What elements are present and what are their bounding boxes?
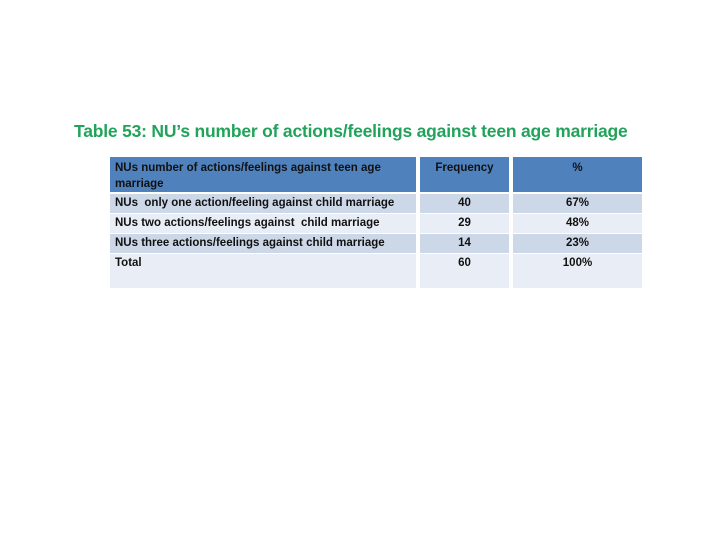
row-percent: 67% <box>513 194 642 213</box>
row-label: NUs only one action/feeling against chil… <box>110 194 416 213</box>
total-frequency: 60 <box>420 254 509 288</box>
row-frequency: 29 <box>420 214 509 233</box>
row-percent: 48% <box>513 214 642 233</box>
row-percent: 23% <box>513 234 642 253</box>
table-row: NUs two actions/feelings against child m… <box>110 214 642 233</box>
header-cell-category: NUs number of actions/feelings against t… <box>110 157 416 192</box>
header-cell-percent: % <box>513 157 642 192</box>
table-caption: Table 53: NU’s number of actions/feeling… <box>74 121 628 141</box>
frequency-table: NUs number of actions/feelings against t… <box>110 157 642 289</box>
row-label: NUs three actions/feelings against child… <box>110 234 416 253</box>
total-percent: 100% <box>513 254 642 288</box>
table-row: NUs three actions/feelings against child… <box>110 234 642 253</box>
row-frequency: 40 <box>420 194 509 213</box>
table-total-row: Total 60 100% <box>110 254 642 288</box>
table-header-row: NUs number of actions/feelings against t… <box>110 157 642 192</box>
row-frequency: 14 <box>420 234 509 253</box>
row-label: NUs two actions/feelings against child m… <box>110 214 416 233</box>
header-cell-frequency: Frequency <box>420 157 509 192</box>
total-label: Total <box>110 254 416 288</box>
table-row: NUs only one action/feeling against chil… <box>110 194 642 213</box>
